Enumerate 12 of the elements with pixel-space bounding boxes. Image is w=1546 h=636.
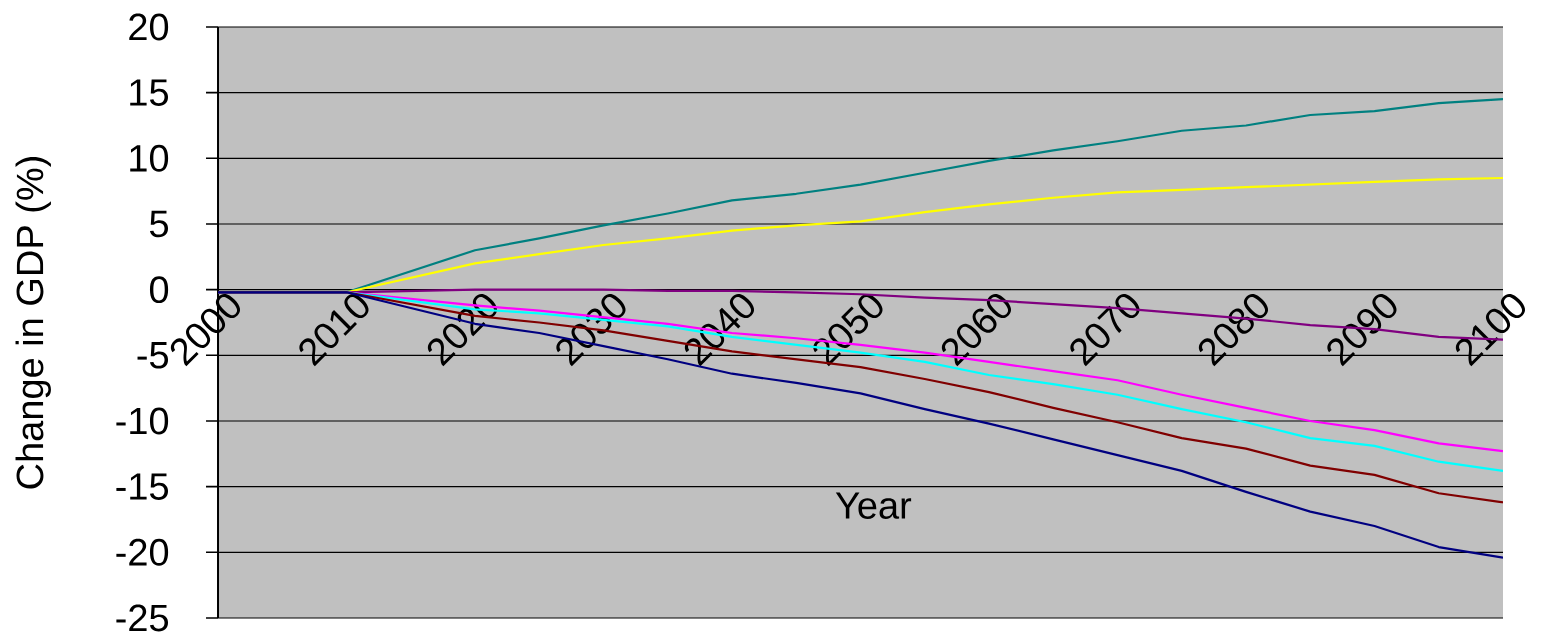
y-tick-label: 0	[149, 276, 169, 304]
y-axis-title: Change in GDP (%)	[15, 157, 51, 489]
x-axis-title: Year	[835, 492, 912, 519]
y-tick-label: 15	[130, 79, 169, 106]
y-tick-label: -5	[137, 342, 169, 369]
y-tick-label: -15	[116, 473, 169, 500]
y-tick-label: 10	[130, 144, 169, 172]
y-tick-label: 5	[149, 210, 169, 238]
y-tick-label: -25	[116, 604, 169, 632]
y-tick-label: -10	[116, 407, 169, 435]
y-tick-label: 20	[129, 13, 169, 41]
y-tick-label: -20	[116, 538, 169, 566]
